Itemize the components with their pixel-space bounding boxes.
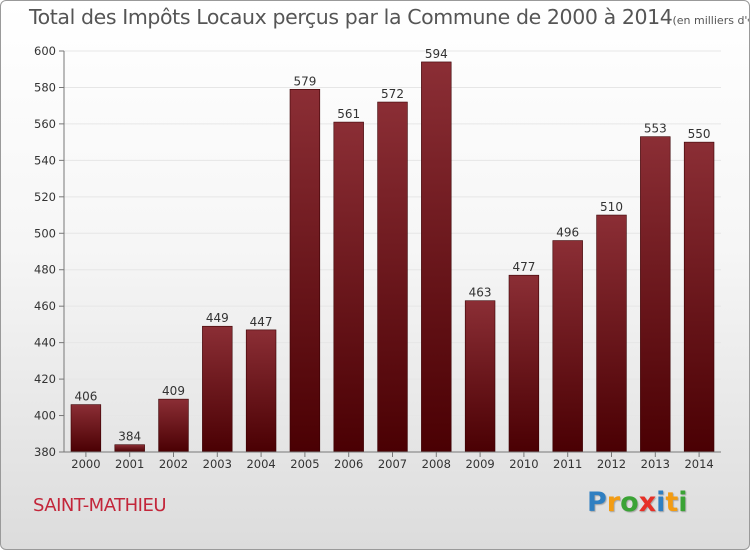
bar-2013[interactable] [640, 136, 671, 453]
y-tick-label: 480 [34, 263, 56, 277]
x-tick-label-2013: 2013 [641, 457, 670, 471]
value-label-2002: 409 [162, 384, 185, 398]
x-tick-label-2005: 2005 [290, 457, 319, 471]
value-label-2008: 594 [425, 47, 448, 61]
bar-2011[interactable] [552, 240, 583, 453]
x-tick-label-2010: 2010 [509, 457, 538, 471]
x-tick-label-2012: 2012 [597, 457, 626, 471]
value-label-2003: 449 [206, 311, 229, 325]
bar-2008[interactable] [421, 61, 452, 453]
x-tick-label-2009: 2009 [465, 457, 494, 471]
value-label-2012: 510 [600, 200, 623, 214]
y-tick-label: 520 [34, 190, 56, 204]
value-label-2005: 579 [293, 74, 316, 88]
logo-letter: t [665, 487, 679, 518]
value-label-2007: 572 [381, 87, 404, 101]
value-label-2001: 384 [118, 430, 141, 444]
y-tick-label: 540 [34, 153, 56, 167]
logo-letter: P [587, 487, 607, 518]
value-label-2000: 406 [74, 390, 97, 404]
chart-title: Total des Impôts Locaux perçus par la Co… [29, 5, 749, 29]
value-label-2010: 477 [512, 260, 535, 274]
y-tick-label: 600 [34, 44, 56, 58]
y-tick-label: 500 [34, 226, 56, 240]
chart-unit-note: (en milliers d'€) [672, 14, 749, 27]
x-tick-label-2002: 2002 [159, 457, 188, 471]
chart-title-text: Total des Impôts Locaux perçus par la Co… [29, 5, 673, 29]
bar-2001[interactable] [114, 444, 145, 453]
y-tick-label: 380 [34, 445, 56, 459]
x-tick-label-2007: 2007 [378, 457, 407, 471]
x-tick-label-2004: 2004 [246, 457, 275, 471]
bar-2003[interactable] [202, 325, 233, 453]
bar-2009[interactable] [464, 300, 496, 453]
y-tick-label: 560 [34, 117, 56, 131]
y-tick-label: 400 [34, 409, 56, 423]
x-tick-label-2008: 2008 [422, 457, 451, 471]
bar-2000[interactable] [70, 404, 102, 453]
x-tick-label-2001: 2001 [115, 457, 144, 471]
commune-name: SAINT-MATHIEU [33, 495, 167, 516]
value-label-2013: 553 [644, 122, 667, 136]
logo-letter: i [656, 487, 666, 518]
logo-letter: x [638, 487, 657, 518]
value-label-2009: 463 [469, 286, 492, 300]
y-tick-label: 440 [34, 336, 56, 350]
bar-2012[interactable] [596, 214, 627, 453]
value-label-2011: 496 [556, 226, 579, 240]
bar-2007[interactable] [377, 101, 408, 453]
bar-2006[interactable] [333, 121, 364, 453]
x-tick-label-2003: 2003 [203, 457, 232, 471]
value-label-2014: 550 [688, 127, 711, 141]
bar-2005[interactable] [289, 88, 321, 453]
proxiti-logo[interactable]: Proxiti [587, 487, 688, 518]
bar-2014[interactable] [683, 141, 715, 453]
logo-letter: r [606, 487, 621, 518]
value-label-2004: 447 [250, 315, 273, 329]
bar-2002[interactable] [158, 398, 189, 453]
y-tick-label: 580 [34, 80, 56, 94]
x-tick-label-2014: 2014 [684, 457, 713, 471]
x-tick-label-2000: 2000 [71, 457, 100, 471]
logo-letter: o [620, 487, 639, 518]
x-tick-label-2006: 2006 [334, 457, 363, 471]
y-tick-label: 420 [34, 372, 56, 386]
logo-letter: i [678, 487, 688, 518]
bar-2004[interactable] [245, 329, 277, 453]
value-label-2006: 561 [337, 107, 360, 121]
y-tick-label: 460 [34, 299, 56, 313]
bar-2010[interactable] [508, 274, 540, 453]
x-tick-label-2011: 2011 [553, 457, 582, 471]
